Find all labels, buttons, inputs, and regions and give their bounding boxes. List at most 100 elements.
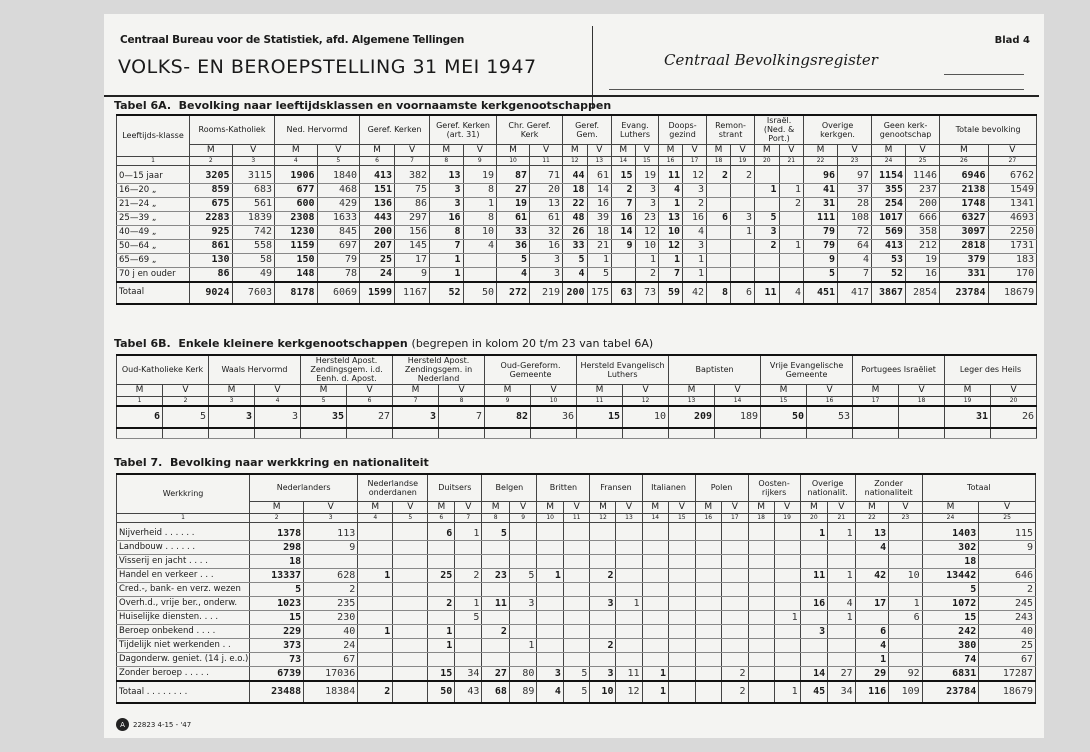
cell-value (611, 253, 636, 268)
cell-value (357, 652, 394, 667)
cell-value (773, 540, 801, 555)
cell-value (721, 522, 749, 541)
cell-value (888, 624, 923, 639)
cell-value (589, 624, 617, 639)
cell-value (615, 522, 643, 541)
cell-value: 7 (429, 239, 464, 254)
cell-value: 331 (939, 267, 989, 283)
cell-value (721, 610, 749, 625)
column-number: 16 (694, 513, 723, 523)
column-number: 9 (462, 155, 498, 166)
cell-value: 13337 (249, 568, 305, 583)
column-number-row: 1 2 3 4 5 6 7 8 9 10 11 12 13 14 15 16 17 18 19 20 21 22 23 24 2… (115, 513, 1036, 523)
row-label: Handel en verkeer . . . (115, 568, 251, 583)
cell-value (357, 666, 394, 682)
cell-value (668, 554, 696, 569)
cell-value: 3 (589, 666, 617, 682)
column-group-header: Israël. (Ned. & Port.) (754, 113, 805, 145)
cell-value (694, 666, 723, 682)
cell-value (615, 638, 643, 653)
cell-value: 3 (682, 239, 708, 254)
cell-value (392, 680, 429, 704)
cell-value (615, 540, 643, 555)
cell-value: 254 (871, 197, 907, 212)
column-group-header: Duitsers (427, 473, 483, 502)
cell-value (747, 638, 775, 653)
male-column-header: M (116, 383, 163, 397)
cell-value: 1 (454, 522, 483, 541)
sheet-number: Blad 4 (994, 35, 1030, 46)
row-label: 50—64 „ (116, 238, 190, 254)
empty-cell (208, 427, 255, 439)
cell-value (508, 582, 538, 597)
cell-value: 116 (854, 680, 890, 704)
cell-value (706, 267, 732, 283)
cell-value (357, 540, 394, 555)
empty-cell (162, 427, 209, 439)
cell-value: 3 (536, 666, 564, 682)
cell-value (357, 610, 394, 625)
cell-value: 219 (529, 280, 564, 305)
cell-value: 2 (778, 197, 805, 212)
female-column-header: V (730, 143, 756, 157)
cell-value: 26 (990, 404, 1038, 429)
cell-value: 11 (481, 596, 510, 611)
table-row: 0—15 jaar 3205 3115 1906 1840 413 382 13 19 87 71 4… (116, 164, 1038, 184)
cell-value: 1167 (394, 280, 431, 305)
cell-value: 600 (274, 197, 318, 212)
cell-value (392, 610, 429, 625)
cell-value: 1 (427, 624, 456, 639)
cell-value (754, 197, 780, 212)
empty-cell (668, 427, 716, 439)
column-number: 6 (427, 513, 456, 523)
cell-value (508, 540, 538, 555)
group-header-row: Werkkring Nederlanders Nederlandse onderda… (115, 473, 1037, 514)
cell-value: 75 (394, 183, 431, 198)
cell-value: 39 (586, 211, 613, 226)
cell-value (668, 652, 696, 667)
cell-value: 32 (529, 225, 564, 240)
cell-value: 5 (249, 582, 305, 597)
male-column-header: M (799, 501, 829, 514)
cell-value: 10 (462, 225, 498, 240)
cell-value: 2308 (274, 211, 318, 226)
column-number: 20 (799, 513, 829, 523)
table-row: Visserij en jacht . . . . 18 18 (115, 554, 1036, 569)
cell-value (641, 652, 670, 667)
female-column-header: V (721, 501, 749, 514)
cell-value: 3205 (189, 165, 233, 184)
female-column-header: V (773, 501, 801, 514)
cell-value: 14 (586, 183, 613, 198)
cell-value: 237 (905, 183, 941, 198)
row-label: Zonder beroep . . . . . (115, 666, 251, 682)
cell-value: 845 (316, 225, 361, 240)
column-number: 4 (274, 155, 318, 166)
table-row: Landbouw . . . . . . 298 9 4 302 9 (115, 540, 1036, 555)
cell-value: 2854 (905, 280, 941, 305)
cell-value: 380 (921, 638, 980, 653)
female-column-header: V (837, 143, 873, 157)
cell-value (747, 540, 775, 555)
column-group-header: Fransen (589, 473, 643, 502)
cell-value: 115 (978, 522, 1036, 541)
cell-value: 67 (303, 652, 359, 667)
cell-value: 2 (454, 568, 483, 583)
cell-value: 12 (634, 225, 660, 240)
cell-value: 229 (249, 624, 305, 639)
cell-value (357, 554, 394, 569)
empty-cell (392, 427, 440, 439)
cell-value: 108 (837, 211, 873, 226)
cell-value: 31 (944, 404, 992, 429)
table-row: Handel en verkeer . . . 13337 628 1 25 2 23 5 1 2… (115, 568, 1036, 583)
cell-value: 1 (454, 596, 483, 611)
cell-value: 1633 (316, 211, 361, 226)
column-group-header: Ned. Hervormd (274, 113, 361, 145)
cell-value: 3 (799, 624, 829, 639)
cell-value: 18679 (978, 680, 1036, 704)
female-column-header: V (392, 501, 429, 514)
cell-value: 6739 (249, 666, 305, 682)
cell-value (773, 596, 801, 611)
row-label: Totaal (116, 280, 190, 305)
cell-value: 23 (634, 211, 660, 226)
